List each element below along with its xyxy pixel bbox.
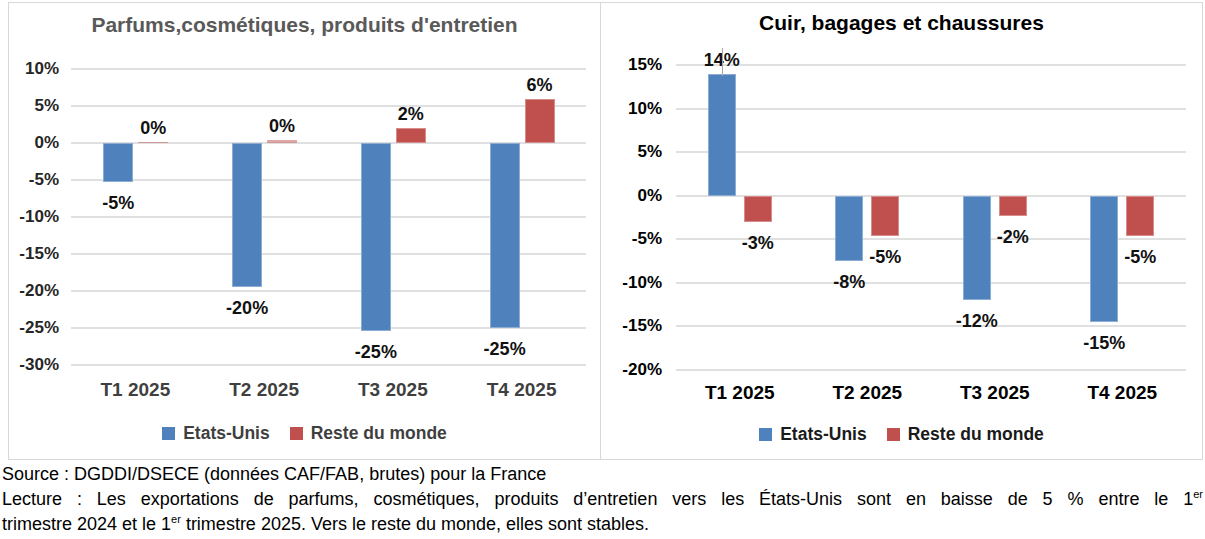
bar-reste-du-monde — [744, 196, 772, 222]
y-axis-tick-label: -5% — [0, 170, 59, 190]
y-axis-tick-label: 15% — [600, 55, 662, 75]
legend-item: Etats-Unis — [162, 423, 270, 444]
bar-value-label: -25% — [463, 339, 547, 359]
bar-value-label: 0% — [111, 118, 195, 138]
x-axis-label: T2 2025 — [208, 379, 320, 401]
legend-swatch-icon — [887, 428, 900, 441]
y-axis-tick-label: -15% — [600, 316, 662, 336]
y-axis-tick-label: 10% — [0, 59, 59, 79]
figure-export-charts: Parfums,cosmétiques, produits d'entretie… — [0, 0, 1205, 539]
bar-etats-unis — [103, 143, 133, 182]
bar-value-label: -20% — [205, 298, 289, 318]
y-axis-tick-label: -10% — [0, 207, 59, 227]
bar-value-label: -5% — [76, 193, 160, 213]
gridline — [71, 105, 586, 107]
y-axis-tick-label: -25% — [0, 318, 59, 338]
bar-value-label: -5% — [1098, 247, 1182, 267]
bar-reste-du-monde — [138, 142, 168, 144]
bar-reste-du-monde — [999, 196, 1027, 216]
y-axis-tick-label: -30% — [0, 355, 59, 375]
chart-title: Cuir, bagages et chaussures — [601, 11, 1202, 35]
x-axis-label: T4 2025 — [1066, 382, 1178, 404]
y-axis-tick-label: 5% — [0, 96, 59, 116]
gridline — [676, 151, 1186, 153]
legend-label: Reste du monde — [908, 424, 1044, 445]
y-axis-tick-label: -20% — [600, 360, 662, 380]
y-axis-tick-label: 10% — [600, 99, 662, 119]
chart-title: Parfums,cosmétiques, produits d'entretie… — [9, 13, 600, 37]
gridline — [676, 325, 1186, 327]
bar-etats-unis — [490, 143, 520, 328]
bar-reste-du-monde — [1126, 196, 1154, 236]
bar-reste-du-monde — [396, 128, 426, 143]
figure-footer: Source : DGDDI/DSECE (données CAF/FAB, b… — [2, 462, 1203, 537]
bar-etats-unis — [708, 74, 736, 196]
x-axis-label: T1 2025 — [79, 379, 191, 401]
x-axis-label: T2 2025 — [811, 382, 923, 404]
lecture-line-2: trimestre 2024 et le 1er trimestre 2025.… — [2, 512, 1203, 537]
y-axis-tick-label: 0% — [600, 186, 662, 206]
gridline — [676, 108, 1186, 110]
bar-etats-unis — [232, 143, 262, 287]
bar-value-label: -25% — [334, 342, 418, 362]
bar-etats-unis — [361, 143, 391, 331]
x-axis-label: T3 2025 — [939, 382, 1051, 404]
legend-label: Reste du monde — [311, 423, 447, 444]
chart-cuir-bagages: Cuir, bagages et chaussures Etats-Unis Re… — [600, 2, 1203, 460]
y-axis-tick-label: -15% — [0, 244, 59, 264]
y-axis-tick-label: -20% — [0, 281, 59, 301]
bar-value-label: 6% — [498, 75, 582, 95]
legend-item: Reste du monde — [290, 423, 447, 444]
y-axis-tick-label: -10% — [600, 273, 662, 293]
legend-label: Etats-Unis — [780, 424, 867, 445]
bar-value-label: -3% — [716, 233, 800, 253]
bar-value-label: -5% — [843, 247, 927, 267]
y-axis-tick-label: 0% — [0, 133, 59, 153]
y-axis-tick-label: -5% — [600, 229, 662, 249]
lecture-line-1: Lecture : Les exportations de parfums, c… — [2, 487, 1203, 512]
y-axis-tick-label: 5% — [600, 142, 662, 162]
x-axis-label: T3 2025 — [337, 379, 449, 401]
lecture-line-2-rest: trimestre 2025. Vers le reste du monde, … — [181, 514, 649, 534]
bar-reste-du-monde — [525, 99, 555, 143]
bar-value-label: -15% — [1062, 333, 1146, 353]
gridline — [71, 68, 586, 70]
superscript-er: er — [171, 513, 181, 525]
legend: Etats-Unis Reste du monde — [9, 423, 600, 444]
legend-item: Reste du monde — [887, 424, 1044, 445]
source-line: Source : DGDDI/DSECE (données CAF/FAB, b… — [2, 462, 1203, 487]
lecture-line-1-text: Lecture : Les exportations de parfums, c… — [2, 489, 1193, 509]
legend: Etats-Unis Reste du monde — [601, 424, 1202, 445]
x-axis-label: T4 2025 — [466, 379, 578, 401]
gridline — [71, 364, 586, 366]
bar-value-label: -12% — [935, 311, 1019, 331]
legend-item: Etats-Unis — [759, 424, 867, 445]
legend-swatch-icon — [759, 428, 772, 441]
lecture-line-2-text: trimestre 2024 et le 1 — [2, 514, 171, 534]
superscript-er: er — [1193, 488, 1203, 500]
legend-label: Etats-Unis — [183, 423, 270, 444]
bar-value-label: -8% — [807, 272, 891, 292]
legend-swatch-icon — [162, 427, 175, 440]
bar-value-label: -2% — [971, 227, 1055, 247]
bar-value-label: 2% — [369, 104, 453, 124]
x-axis-label: T1 2025 — [684, 382, 796, 404]
bar-value-label: 0% — [240, 116, 324, 136]
label-leader-line — [722, 48, 723, 76]
legend-swatch-icon — [290, 427, 303, 440]
bar-reste-du-monde — [267, 140, 297, 143]
bar-reste-du-monde — [871, 196, 899, 236]
chart-parfums-cosmetiques: Parfums,cosmétiques, produits d'entretie… — [8, 2, 601, 460]
gridline — [676, 369, 1186, 371]
bar-etats-unis — [963, 196, 991, 301]
